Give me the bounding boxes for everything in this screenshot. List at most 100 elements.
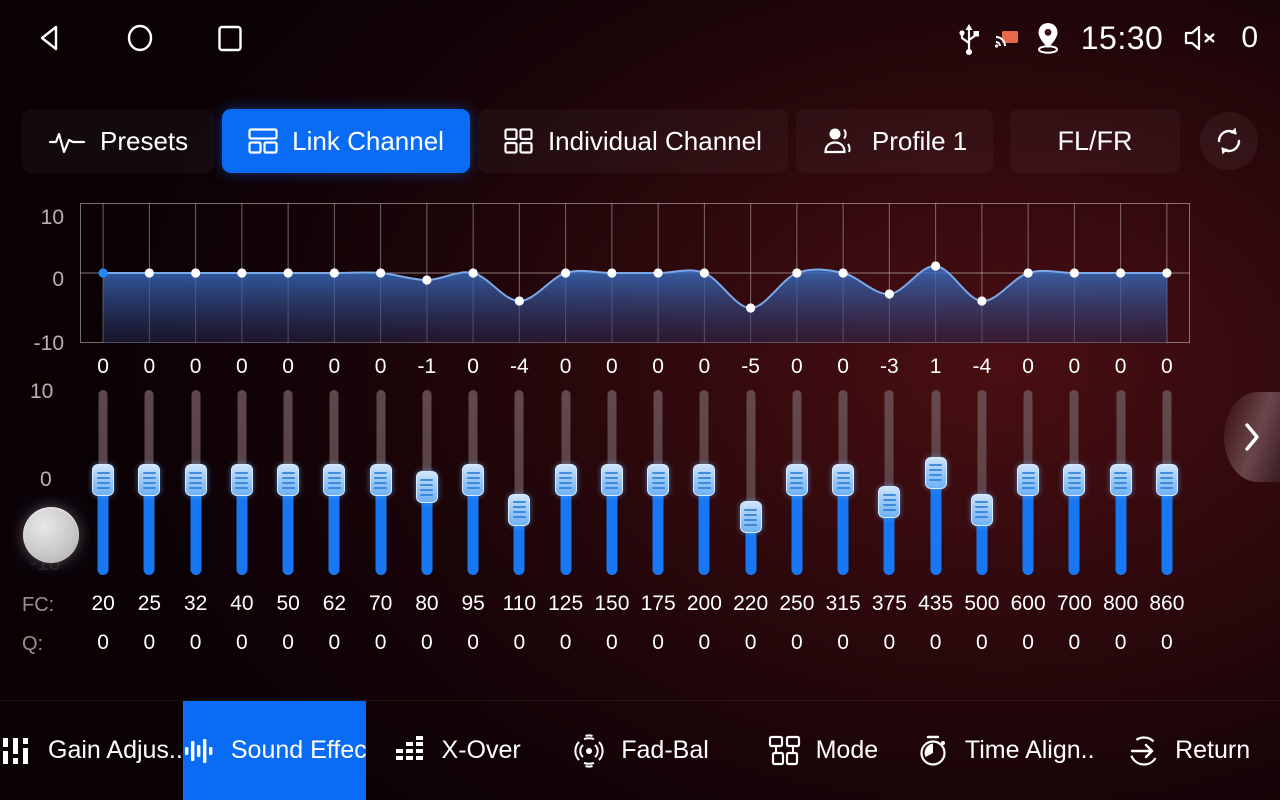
slider-thumb[interactable] (924, 456, 947, 489)
next-page-button[interactable] (1224, 392, 1280, 482)
eq-slider[interactable] (913, 390, 959, 575)
link-channel-icon (248, 128, 278, 154)
joystick-handle[interactable] (23, 507, 79, 563)
q-value: 0 (97, 631, 109, 654)
nav-mode[interactable]: Mode (731, 701, 914, 800)
eq-slider[interactable] (80, 390, 126, 575)
slider-thumb[interactable] (1155, 464, 1178, 496)
slider-thumb[interactable] (739, 501, 762, 533)
slider-thumb[interactable] (369, 464, 392, 496)
back-icon[interactable] (30, 18, 70, 58)
q-value: 0 (1114, 631, 1127, 654)
eq-slider[interactable] (173, 390, 219, 575)
slider-thumb[interactable] (878, 486, 901, 519)
eq-slider[interactable] (635, 390, 681, 575)
graph-y-axis-top: 10 (40, 206, 64, 229)
gain-value: 0 (97, 355, 109, 378)
eq-slider[interactable] (774, 390, 820, 575)
tab-presets[interactable]: Presets (22, 109, 214, 173)
q-value: 0 (189, 631, 202, 654)
eq-slider[interactable] (820, 390, 866, 575)
nav-time-align[interactable]: Time Align.. (914, 701, 1097, 800)
nav-xover[interactable]: X-Over (366, 701, 549, 800)
gain-value-row: 0 0 0 0 0 0 0 -1 0 -4 0 0 0 0 -5 0 0 -3 1 -4 0 0 0 0 (80, 355, 1190, 383)
gain-value: 0 (328, 355, 341, 378)
slider-track[interactable] (977, 390, 987, 570)
fc-value: 500 (964, 592, 1000, 615)
slider-track[interactable] (746, 390, 756, 570)
slider-thumb[interactable] (693, 464, 716, 496)
eq-slider[interactable] (126, 390, 172, 575)
person-icon (822, 126, 858, 156)
fc-value: 50 (276, 592, 300, 615)
eq-slider[interactable] (1144, 390, 1190, 575)
nav-gain-adjust[interactable]: Gain Adjus.. (0, 701, 183, 800)
eq-slider[interactable] (543, 390, 589, 575)
slider-thumb[interactable] (277, 464, 300, 496)
fc-value: 125 (548, 592, 584, 615)
slider-thumb[interactable] (832, 464, 855, 496)
eq-slider[interactable] (265, 390, 311, 575)
eq-slider[interactable] (728, 390, 774, 575)
slider-thumb[interactable] (138, 464, 161, 496)
slider-thumb[interactable] (92, 464, 115, 496)
slider-thumb[interactable] (1109, 464, 1132, 496)
slider-thumb[interactable] (415, 471, 438, 504)
eq-slider[interactable] (589, 390, 635, 575)
fc-value: 20 (91, 592, 115, 615)
slider-thumb[interactable] (600, 464, 623, 496)
q-value: 0 (421, 631, 433, 654)
fc-value: 80 (415, 592, 439, 615)
slider-thumb[interactable] (462, 464, 485, 496)
eq-slider[interactable] (1005, 390, 1051, 575)
slider-thumb[interactable] (647, 464, 670, 496)
fc-value: 800 (1103, 592, 1139, 615)
tab-link-channel[interactable]: Link Channel (222, 109, 470, 173)
slider-fill (282, 486, 294, 575)
eq-slider[interactable] (450, 390, 496, 575)
home-icon[interactable] (120, 18, 160, 58)
reset-button[interactable] (1200, 112, 1258, 170)
slider-thumb[interactable] (184, 464, 207, 496)
eq-slider[interactable] (358, 390, 404, 575)
joystick-knob[interactable] (12, 496, 90, 574)
slider-track[interactable] (514, 390, 524, 570)
eq-slider[interactable] (1098, 390, 1144, 575)
slider-thumb[interactable] (230, 464, 253, 496)
gain-value: 0 (374, 355, 387, 378)
eq-slider[interactable] (404, 390, 450, 575)
tab-profile[interactable]: Profile 1 (796, 109, 993, 173)
eq-slider[interactable] (1051, 390, 1097, 575)
eq-slider[interactable] (866, 390, 912, 575)
channel-select-button[interactable]: FL/FR (1010, 109, 1180, 173)
slider-fill (1022, 486, 1034, 575)
slider-track[interactable] (884, 390, 894, 570)
tab-individual-channel[interactable]: Individual Channel (478, 109, 788, 173)
q-value: 0 (513, 631, 526, 654)
slider-thumb[interactable] (1063, 464, 1086, 496)
slider-axis-top: 10 (30, 380, 54, 403)
eq-curve-graph[interactable] (80, 203, 1190, 343)
nav-return[interactable]: Return (1097, 701, 1280, 800)
fc-value: 150 (594, 592, 630, 615)
eq-slider[interactable] (219, 390, 265, 575)
slider-thumb[interactable] (508, 493, 531, 526)
slider-thumb[interactable] (554, 464, 577, 496)
slider-thumb[interactable] (323, 464, 346, 496)
eq-slider[interactable] (959, 390, 1005, 575)
slider-thumb[interactable] (1017, 464, 1040, 496)
slider-thumb[interactable] (970, 493, 993, 526)
slider-fill (1115, 486, 1127, 575)
recents-icon[interactable] (210, 18, 250, 58)
volume-value: 0 (1241, 21, 1258, 54)
slider-fill (97, 486, 109, 575)
nav-sound-effect[interactable]: Sound Effec (182, 701, 366, 800)
eq-slider[interactable] (311, 390, 357, 575)
eq-slider[interactable] (496, 390, 542, 575)
slider-thumb[interactable] (785, 464, 808, 496)
gain-value: 0 (1068, 355, 1081, 378)
gain-adjust-icon (0, 734, 34, 768)
gain-value: 0 (1022, 355, 1034, 378)
nav-fad-bal[interactable]: Fad-Bal (549, 701, 732, 800)
eq-slider[interactable] (681, 390, 727, 575)
